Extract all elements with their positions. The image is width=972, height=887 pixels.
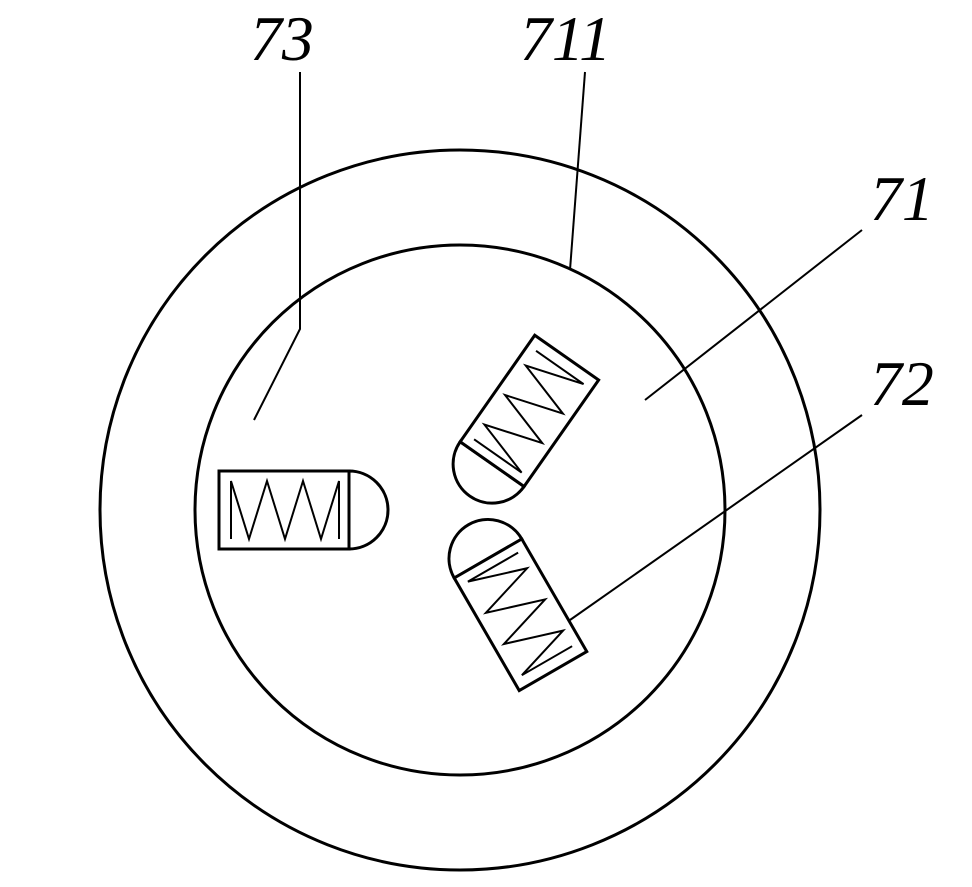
leader-73 <box>254 72 300 420</box>
clamp-top <box>438 335 599 518</box>
label-711: 711 <box>520 3 611 74</box>
clamp-left <box>219 471 388 549</box>
outer-circle <box>100 150 820 870</box>
label-73: 73 <box>250 3 314 74</box>
clamp-bottom <box>435 505 587 690</box>
label-71: 71 <box>870 163 934 234</box>
leader-71 <box>645 230 862 400</box>
label-72: 72 <box>870 348 934 419</box>
